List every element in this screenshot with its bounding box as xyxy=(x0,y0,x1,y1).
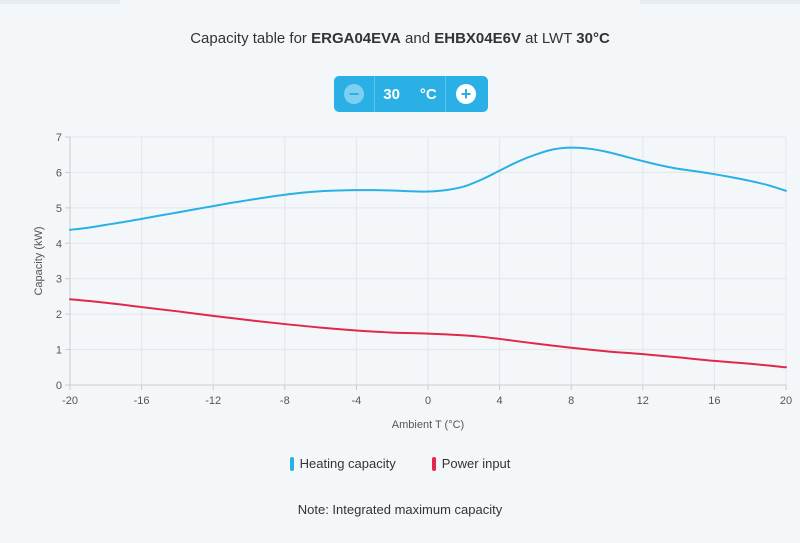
stepper-divider xyxy=(374,76,375,112)
x-tick-label: 16 xyxy=(708,395,720,407)
x-tick-label: 8 xyxy=(568,395,574,407)
stepper-value-display: 30 °C xyxy=(375,86,445,103)
x-tick-label: -8 xyxy=(280,395,290,407)
power-input-line xyxy=(69,298,787,369)
chart-note: Note: Integrated maximum capacity xyxy=(297,502,503,517)
plus-icon: + xyxy=(456,84,476,104)
legend-item-heating[interactable]: Heating capacity xyxy=(289,456,396,471)
decrease-button[interactable]: − xyxy=(334,76,374,112)
y-tick-label: 4 xyxy=(56,238,62,250)
increase-button[interactable]: + xyxy=(446,76,486,112)
heating-capacity-line xyxy=(69,146,787,231)
y-tick-label: 3 xyxy=(56,274,62,286)
chart-legend: Heating capacity Power input xyxy=(0,456,800,471)
stepper-unit: °C xyxy=(419,85,437,103)
y-tick-label: 2 xyxy=(56,309,62,321)
legend-label-heating: Heating capacity xyxy=(299,456,396,471)
y-tick-label: 0 xyxy=(56,380,62,392)
legend-label-power: Power input xyxy=(441,456,511,471)
lwt-stepper: − 30 °C + xyxy=(334,76,488,112)
x-tick-label: -16 xyxy=(134,395,150,407)
stepper-divider xyxy=(445,76,446,112)
legend-item-power[interactable]: Power input xyxy=(431,456,511,471)
y-axis-label: Capacity (kW) xyxy=(33,226,45,295)
stepper-value: 30 xyxy=(383,85,400,103)
minus-icon: − xyxy=(344,84,364,104)
x-tick-label: 4 xyxy=(497,395,503,407)
x-tick-label: -20 xyxy=(62,395,78,407)
x-tick-label: 20 xyxy=(780,395,792,407)
x-tick-label: -12 xyxy=(205,395,221,407)
y-tick-label: 1 xyxy=(56,345,62,357)
model-2: EHBX04E6V xyxy=(434,30,521,47)
legend-swatch-power xyxy=(431,456,436,471)
x-tick-label: 12 xyxy=(637,395,649,407)
x-axis-label: Ambient T (°C) xyxy=(392,419,464,431)
lwt-value: 30°C xyxy=(576,30,610,47)
y-tick-label: 5 xyxy=(56,203,62,215)
top-strip xyxy=(0,0,800,4)
legend-swatch-heating xyxy=(289,456,294,471)
model-1: ERGA04EVA xyxy=(311,30,401,47)
x-tick-label: -4 xyxy=(352,395,362,407)
page-title: Capacity table for ERGA04EVA and EHBX04E… xyxy=(190,30,610,47)
y-tick-label: 6 xyxy=(56,167,62,179)
y-tick-label: 7 xyxy=(56,132,62,144)
x-tick-label: 0 xyxy=(425,395,431,407)
